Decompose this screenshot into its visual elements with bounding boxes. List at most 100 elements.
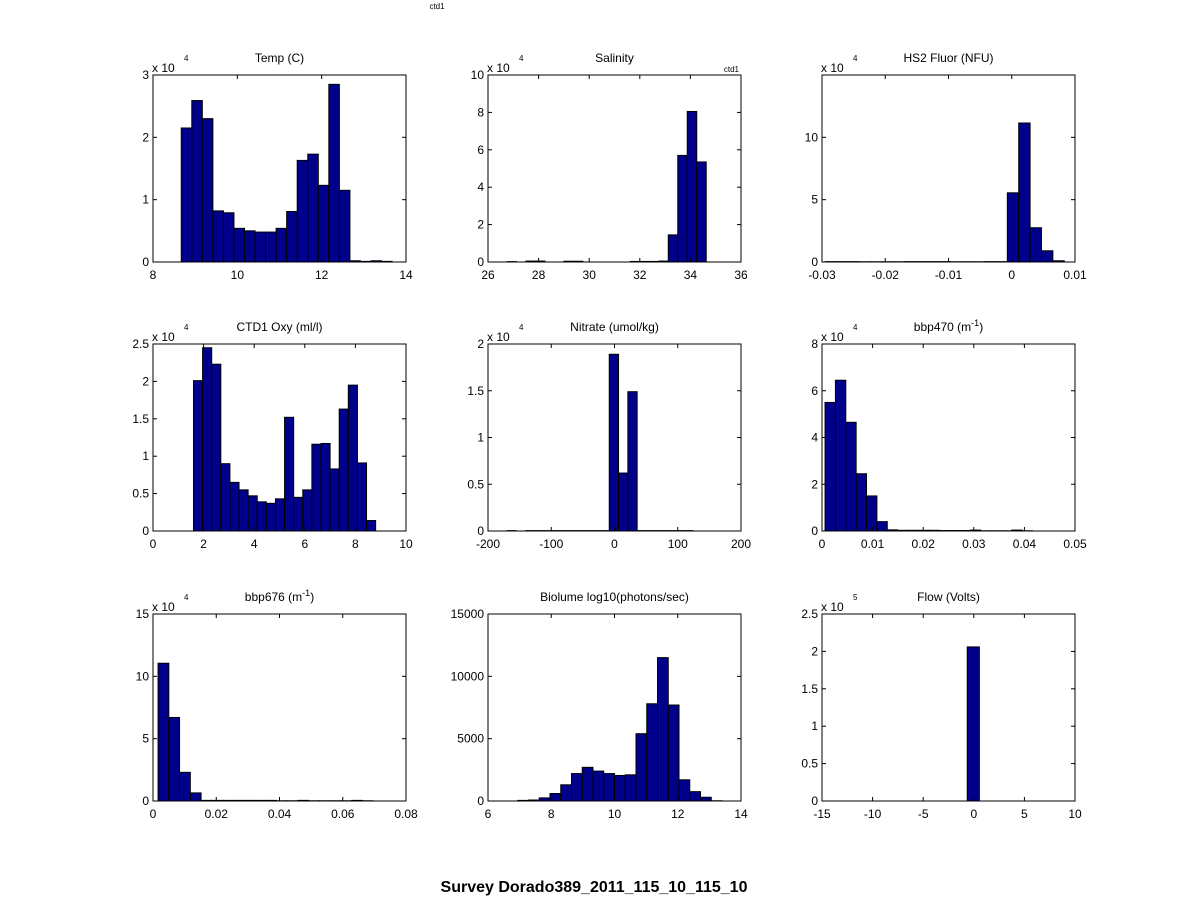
histogram-bar	[608, 353, 620, 532]
histogram-bar	[1018, 122, 1031, 263]
x-tick-label: -200	[476, 537, 500, 551]
histogram-panel: 6 8 10 12 14 0 5000 10000 15000 Biolume log10(pho…	[451, 590, 748, 821]
y-tick-label: 5	[142, 732, 149, 746]
histogram-bar	[614, 774, 626, 802]
histogram-bar	[667, 704, 680, 802]
axes-box	[152, 74, 407, 263]
panel-title-text: Temp (C)	[255, 51, 304, 65]
x-tick-label: 8	[150, 268, 157, 282]
y-tick-label: 0	[811, 794, 818, 808]
x-tick-label: 8	[352, 537, 359, 551]
y-tick-label: 0.5	[801, 757, 818, 771]
y-tick-label: 2	[811, 477, 818, 491]
y-tick-label: 0	[477, 794, 484, 808]
x-tick-label: 12	[671, 807, 685, 821]
histogram-bar	[180, 127, 193, 263]
y-tick-label: 0	[811, 255, 818, 269]
histogram-bar	[677, 154, 688, 263]
x-tick-label: 10	[399, 537, 413, 551]
y-tick-label: 0	[477, 255, 484, 269]
x-tick-label: 0.01	[1063, 268, 1087, 282]
histogram-bar	[667, 234, 679, 263]
histogram-bar	[233, 227, 246, 263]
histogram-bar	[855, 473, 868, 532]
histogram-bar	[678, 779, 691, 802]
x-tick-label: 26	[481, 268, 495, 282]
y-tick-label: 2	[142, 374, 149, 388]
x-tick-label: 14	[734, 807, 748, 821]
x-tick-label: 14	[399, 268, 413, 282]
x-tick-label: 0	[970, 807, 977, 821]
panel-title: bbp470 (m-1)	[914, 318, 983, 334]
x-tick-label: 36	[734, 268, 748, 282]
y-tick-label: 2.5	[132, 337, 149, 351]
histogram-bar	[212, 210, 224, 263]
y-tick-label: 0	[811, 524, 818, 538]
histogram-bar	[624, 774, 637, 802]
histogram-bar	[275, 227, 288, 263]
histogram-bar	[254, 231, 267, 263]
y-tick-label: 3	[142, 68, 149, 82]
x-tick-label: 0	[150, 537, 157, 551]
histogram-bar	[657, 657, 669, 802]
histogram-bar	[627, 391, 638, 532]
y-tick-label: 10	[471, 68, 485, 82]
histogram-bar	[265, 231, 277, 263]
x-tick-label: 6	[301, 537, 308, 551]
y-tick-label: 5000	[457, 732, 484, 746]
y-tick-label: 2	[477, 218, 484, 232]
y-axis-multiplier-exponent: 5	[853, 593, 858, 602]
histogram-bar	[603, 773, 615, 802]
y-tick-label: 5	[811, 193, 818, 207]
panel-note-label: ctd1	[724, 65, 740, 74]
y-tick-label: 10	[805, 130, 819, 144]
y-tick-label: 1.5	[467, 384, 484, 398]
x-tick-label: 0.05	[1063, 537, 1087, 551]
panel-title: Salinity	[595, 51, 634, 65]
histogram-bar	[696, 161, 707, 263]
panel-title-text: Flow (Volts)	[917, 590, 980, 604]
y-axis-multiplier: x 10	[152, 600, 175, 614]
y-tick-label: 0.5	[467, 477, 484, 491]
x-tick-label: 34	[684, 268, 698, 282]
panel-title-tail: )	[979, 320, 983, 334]
x-tick-label: -5	[918, 807, 929, 821]
x-tick-label: 0.04	[1013, 537, 1037, 551]
y-axis-multiplier-exponent: 4	[184, 323, 189, 332]
histogram-panel: -15 -10 -5 0 5 10 0 0.5 1 1.5 2 2.5 x 10 5 Flow (Volts…	[801, 590, 1082, 821]
y-tick-label: 2	[477, 337, 484, 351]
histogram-bar	[317, 184, 330, 263]
histogram-bar	[328, 83, 340, 263]
histogram-bar	[168, 716, 181, 802]
x-tick-label: 10	[1068, 807, 1082, 821]
y-tick-label: 4	[477, 180, 484, 194]
histogram-bar	[222, 212, 235, 263]
y-axis-multiplier-exponent: 4	[519, 54, 524, 63]
y-axis-multiplier: x 10	[821, 600, 844, 614]
histogram-bar	[256, 501, 267, 532]
histogram-bars	[966, 646, 980, 802]
histogram-bar	[845, 421, 857, 532]
panel-title: Flow (Volts)	[917, 590, 980, 604]
x-tick-label: 0.02	[205, 807, 229, 821]
panel-title: Nitrate (umol/kg)	[570, 320, 659, 334]
x-tick-label: 0	[611, 537, 618, 551]
y-tick-label: 2.5	[801, 607, 818, 621]
x-tick-label: 0	[150, 807, 157, 821]
y-tick-label: 1	[142, 449, 149, 463]
panel-title-text: HS2 Fluor (NFU)	[903, 51, 993, 65]
histogram-bar	[618, 472, 629, 532]
histogram-bar	[302, 489, 313, 532]
histogram-bar	[581, 766, 594, 802]
y-axis-multiplier: x 10	[487, 61, 510, 75]
x-tick-label: 200	[731, 537, 751, 551]
axes-box	[152, 343, 407, 532]
histogram-bar	[338, 189, 351, 263]
x-tick-label: -100	[539, 537, 563, 551]
histogram-bar	[191, 100, 203, 263]
x-tick-label: 0.04	[268, 807, 292, 821]
y-tick-label: 0	[142, 255, 149, 269]
panel-title-tail: )	[310, 590, 314, 604]
